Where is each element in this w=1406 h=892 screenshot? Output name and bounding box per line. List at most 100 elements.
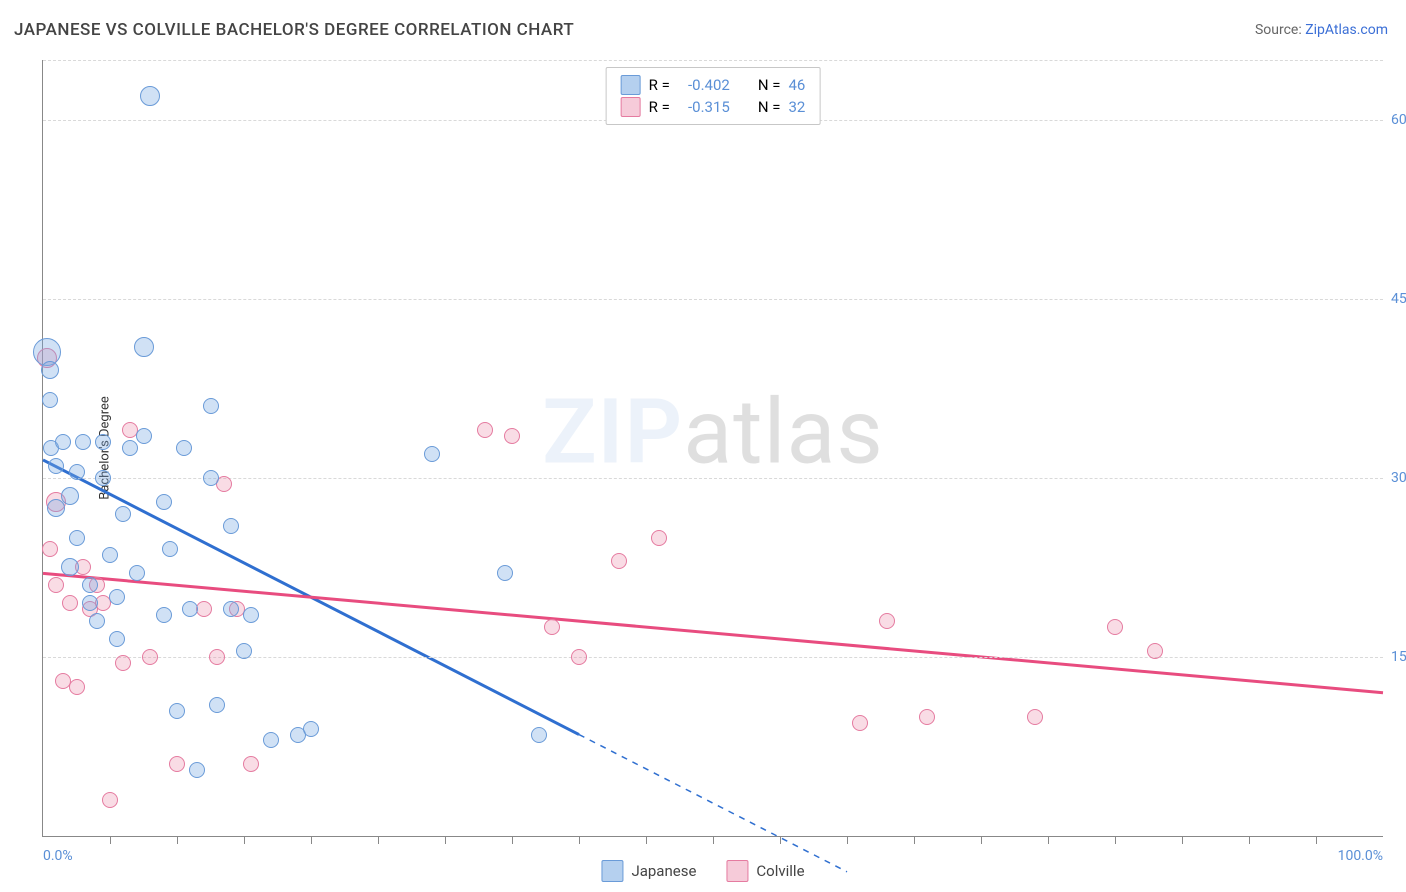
y-tick-label: 60.0%	[1391, 112, 1406, 128]
scatter-point	[1107, 619, 1123, 635]
scatter-point	[156, 607, 172, 623]
scatter-point	[134, 337, 154, 357]
gridline	[43, 478, 1383, 479]
x-tick	[713, 836, 714, 844]
scatter-point	[75, 434, 91, 450]
scatter-point	[303, 721, 319, 737]
scatter-point	[223, 601, 239, 617]
y-tick-label: 15.0%	[1391, 649, 1406, 665]
stats-legend-row: R = -0.402 N = 46	[621, 74, 806, 96]
scatter-point	[531, 727, 547, 743]
scatter-point	[41, 361, 59, 379]
scatter-point	[852, 715, 868, 731]
x-tick	[1048, 836, 1049, 844]
scatter-point	[169, 703, 185, 719]
chart-container: JAPANESE VS COLVILLE BACHELOR'S DEGREE C…	[0, 0, 1406, 892]
scatter-point	[48, 577, 64, 593]
watermark: ZIPatlas	[542, 380, 884, 485]
scatter-point	[136, 428, 152, 444]
scatter-point	[55, 434, 71, 450]
x-tick	[311, 836, 312, 844]
scatter-point	[162, 541, 178, 557]
scatter-point	[109, 631, 125, 647]
x-tick	[378, 836, 379, 844]
scatter-point	[424, 446, 440, 462]
x-tick-label: 100.0%	[1338, 848, 1383, 864]
legend-swatch	[726, 860, 748, 882]
stats-legend: R = -0.402 N = 46 R = -0.315 N = 32	[606, 67, 821, 125]
scatter-point	[102, 547, 118, 563]
r-value: -0.315	[678, 96, 730, 118]
y-tick-label: 45.0%	[1391, 291, 1406, 307]
scatter-point	[243, 756, 259, 772]
scatter-point	[115, 655, 131, 671]
x-tick	[780, 836, 781, 844]
source-link[interactable]: ZipAtlas.com	[1305, 22, 1388, 38]
scatter-point	[236, 643, 252, 659]
scatter-point	[82, 595, 98, 611]
scatter-point	[203, 398, 219, 414]
scatter-point	[477, 422, 493, 438]
scatter-point	[223, 518, 239, 534]
scatter-point	[61, 487, 79, 505]
scatter-point	[611, 553, 627, 569]
r-label: R =	[649, 96, 670, 118]
x-tick	[445, 836, 446, 844]
scatter-point	[1147, 643, 1163, 659]
scatter-point	[69, 679, 85, 695]
scatter-point	[879, 613, 895, 629]
x-tick	[914, 836, 915, 844]
scatter-point	[1027, 709, 1043, 725]
chart-title: JAPANESE VS COLVILLE BACHELOR'S DEGREE C…	[14, 20, 574, 40]
r-label: R =	[649, 74, 670, 96]
n-label: N =	[758, 96, 781, 118]
series-legend: Japanese Colville	[601, 860, 804, 882]
legend-swatch	[621, 97, 641, 117]
watermark-rest: atlas	[683, 380, 884, 485]
scatter-point	[504, 428, 520, 444]
stats-legend-row: R = -0.315 N = 32	[621, 96, 806, 118]
series-legend-item: Colville	[726, 860, 804, 882]
scatter-point	[102, 792, 118, 808]
scatter-point	[69, 530, 85, 546]
scatter-point	[651, 530, 667, 546]
scatter-point	[95, 434, 111, 450]
r-value: -0.402	[678, 74, 730, 96]
n-value: 46	[788, 74, 805, 96]
scatter-point	[42, 392, 58, 408]
scatter-point	[243, 607, 259, 623]
x-tick	[1182, 836, 1183, 844]
x-tick	[110, 836, 111, 844]
scatter-point	[48, 458, 64, 474]
scatter-point	[919, 709, 935, 725]
scatter-point	[156, 494, 172, 510]
scatter-point	[189, 762, 205, 778]
scatter-point	[122, 440, 138, 456]
plot-area: Bachelor's Degree ZIPatlas 15.0%30.0%45.…	[42, 60, 1383, 837]
scatter-point	[544, 619, 560, 635]
scatter-point	[571, 649, 587, 665]
scatter-point	[203, 470, 219, 486]
n-label: N =	[758, 74, 781, 96]
source-attribution: Source: ZipAtlas.com	[1255, 22, 1388, 38]
n-value: 32	[788, 96, 805, 118]
x-tick	[1316, 836, 1317, 844]
scatter-point	[115, 506, 131, 522]
scatter-point	[61, 558, 79, 576]
scatter-point	[82, 577, 98, 593]
x-tick	[847, 836, 848, 844]
x-tick	[646, 836, 647, 844]
scatter-point	[263, 732, 279, 748]
x-tick	[1115, 836, 1116, 844]
scatter-point	[497, 565, 513, 581]
legend-swatch	[601, 860, 623, 882]
scatter-point	[129, 565, 145, 581]
gridline	[43, 299, 1383, 300]
y-tick-label: 30.0%	[1391, 470, 1406, 486]
series-legend-label: Japanese	[631, 862, 696, 880]
trend-lines	[43, 60, 1383, 836]
scatter-point	[176, 440, 192, 456]
x-tick-label: 0.0%	[43, 848, 73, 864]
legend-swatch	[621, 75, 641, 95]
x-tick	[1249, 836, 1250, 844]
